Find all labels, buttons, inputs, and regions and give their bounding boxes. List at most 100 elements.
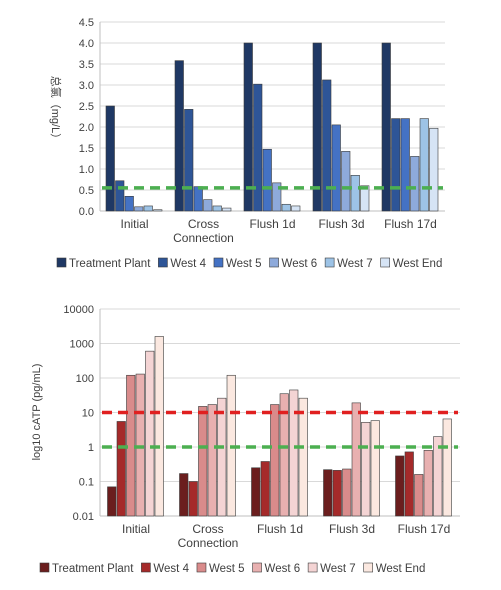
bar-west-end: [154, 336, 164, 517]
bar-west-6: [423, 450, 433, 517]
bar-west-5: [270, 404, 280, 517]
bar-west-4: [260, 461, 270, 517]
catp-y-axis-label: log10 cATP (pg/mL): [31, 364, 43, 461]
bar-west-6: [351, 402, 361, 517]
y-tick-label: 4.0: [79, 38, 94, 50]
bar-west-6: [203, 199, 213, 212]
catp-chart: log10 cATP (pg/mL) 0.01 0.1 1 10 100 1000 1000…: [31, 304, 460, 575]
bar-west-end: [298, 397, 308, 517]
legend-entry: Treatment Plant: [52, 563, 134, 575]
legend-entry: West 4: [170, 258, 206, 270]
bar-west-5: [262, 148, 272, 212]
legend-entry: West 5: [226, 258, 262, 270]
bar-treatment-plant: [243, 42, 253, 212]
legend-entry: West 6: [282, 258, 318, 270]
bar-treatment-plant: [381, 42, 391, 212]
bar-treatment-plant: [174, 60, 184, 212]
bar-west-6: [341, 151, 351, 212]
bar-west-7: [281, 203, 291, 212]
y-tick-label: 1000: [70, 339, 94, 351]
legend-swatch: [363, 562, 374, 573]
bar-west-end: [291, 205, 301, 212]
category-label: Cross: [192, 522, 223, 536]
legend-swatch: [196, 562, 207, 573]
legend-swatch: [141, 562, 151, 573]
legend-entry: West 7: [320, 563, 356, 575]
bar-west-4: [332, 470, 342, 517]
bar-west-7: [289, 389, 299, 517]
legend-swatch: [324, 257, 335, 268]
bar-west-6: [279, 393, 289, 517]
bar-west-4: [184, 109, 194, 212]
bar-west-7: [217, 397, 227, 517]
y-tick-label: 1.5: [79, 143, 94, 155]
category-label: Flush 1d: [257, 522, 303, 536]
bar-west-5: [414, 474, 424, 517]
bar-west-7: [145, 350, 155, 517]
bar-west-7: [419, 118, 429, 212]
category-label: Initial: [120, 217, 148, 231]
bar-treatment-plant: [323, 469, 333, 517]
bar-west-4: [188, 481, 198, 517]
y-tick-label: 3.0: [79, 80, 94, 92]
bar-treatment-plant: [105, 105, 115, 212]
legend-swatch: [307, 562, 318, 573]
category-label: Flush 3d: [329, 522, 375, 536]
legend-swatch: [213, 257, 224, 268]
bar-west-6: [410, 156, 420, 212]
bar-west-7: [143, 205, 153, 212]
bar-west-5: [342, 468, 352, 517]
bar-west-7: [433, 436, 443, 517]
category-label: Connection: [173, 231, 234, 245]
bar-west-7: [361, 421, 371, 517]
bar-west-4: [115, 180, 125, 212]
y-tick-label: 1.0: [79, 164, 94, 176]
category-label: Flush 17d: [384, 217, 437, 231]
y-tick-label: 2.0: [79, 122, 94, 134]
bar-west-5: [331, 124, 341, 212]
category-label: Flush 3d: [318, 217, 364, 231]
y-tick-label: 10000: [63, 304, 94, 316]
bar-west-4: [322, 79, 332, 212]
bar-treatment-plant: [395, 455, 405, 517]
legend-entry: West 4: [153, 563, 189, 575]
legend-swatch: [158, 257, 168, 268]
bar-west-5: [193, 186, 203, 212]
chlorine-y-axis-label: 总氯（mg/L）: [49, 76, 63, 144]
bar-west-5: [198, 406, 208, 517]
legend-entry: West End: [376, 563, 426, 575]
bar-west-7: [350, 175, 360, 212]
legend-entry: West 6: [265, 563, 301, 575]
bar-west-6: [134, 206, 144, 212]
legend-swatch: [380, 257, 391, 268]
y-tick-label: 0.1: [79, 477, 94, 489]
bar-west-4: [116, 421, 126, 517]
y-tick-label: 100: [76, 373, 94, 385]
bar-west-end: [429, 127, 439, 212]
bar-west-6: [207, 404, 217, 517]
y-tick-label: 3.5: [79, 59, 94, 71]
category-label: Cross: [188, 217, 219, 231]
bar-treatment-plant: [107, 486, 117, 517]
bar-treatment-plant: [312, 42, 322, 212]
bar-west-4: [253, 83, 263, 212]
legend-entry: West End: [393, 258, 443, 270]
legend-swatch: [56, 257, 67, 268]
y-tick-label: 2.5: [79, 101, 94, 113]
bar-west-5: [124, 196, 134, 212]
bar-west-end: [442, 418, 452, 517]
y-tick-label: 4.5: [79, 17, 94, 29]
category-label: Connection: [178, 536, 239, 550]
y-tick-label: 10: [82, 408, 94, 420]
y-tick-label: 1: [88, 442, 94, 454]
bar-west-end: [360, 185, 370, 212]
bar-west-7: [212, 205, 222, 212]
bar-west-end: [222, 207, 232, 212]
legend-swatch: [252, 562, 262, 573]
bar-west-end: [370, 420, 380, 517]
y-tick-label: 0.01: [73, 511, 94, 523]
legend-entry: West 5: [209, 563, 245, 575]
y-tick-label: 0.0: [79, 206, 94, 218]
bar-west-5: [400, 118, 410, 212]
bar-treatment-plant: [179, 473, 189, 517]
